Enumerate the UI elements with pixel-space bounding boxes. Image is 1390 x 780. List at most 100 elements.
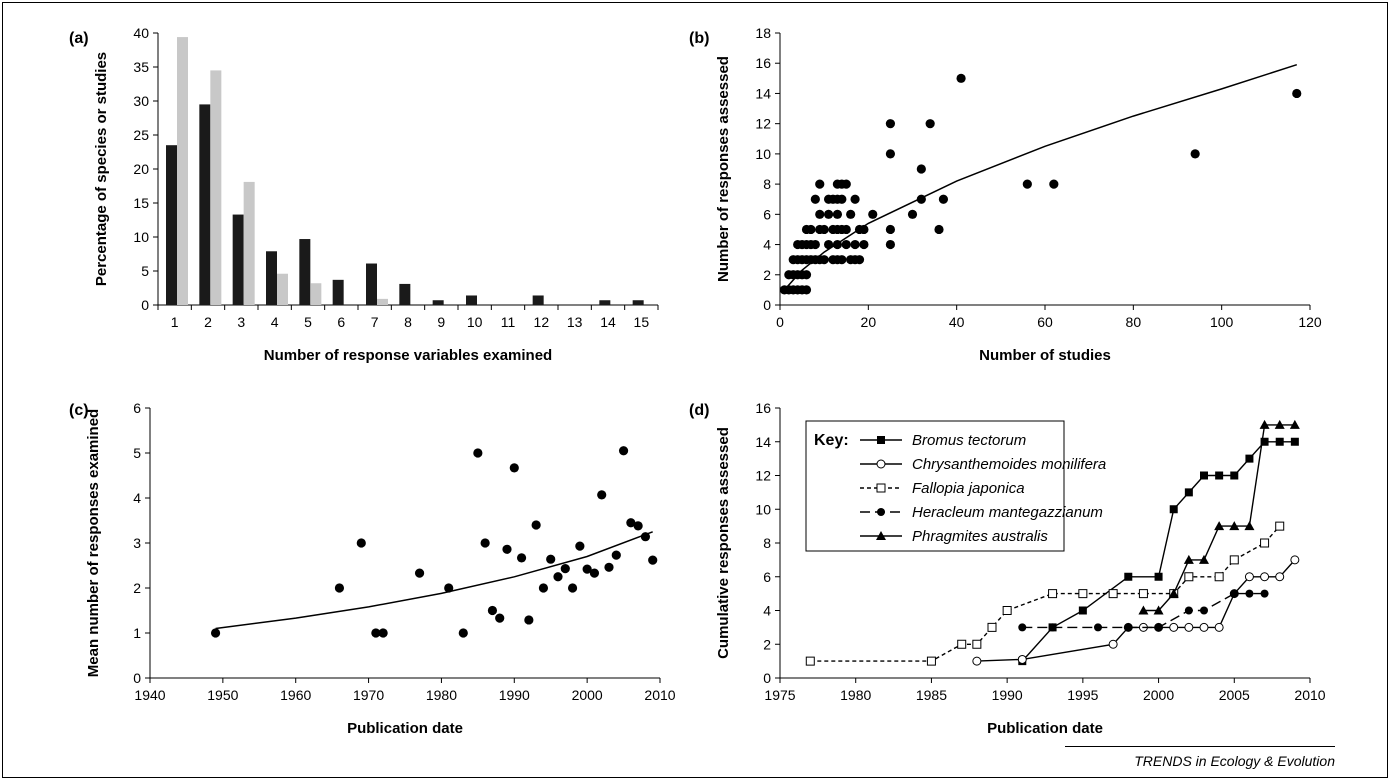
data-point (604, 562, 614, 572)
data-point (524, 615, 534, 625)
x-tick-label: 1990 (992, 687, 1023, 703)
data-point (414, 568, 425, 578)
x-tick-label: 0 (776, 314, 784, 330)
x-tick-label: 120 (1298, 314, 1322, 330)
marker-open-square (1275, 521, 1285, 531)
marker-circle (1260, 589, 1269, 598)
y-tick-label: 0 (133, 670, 141, 686)
x-tick-label: 100 (1210, 314, 1234, 330)
marker-circle (877, 508, 885, 516)
bar (210, 70, 222, 306)
data-point (531, 520, 541, 530)
data-point (832, 239, 843, 250)
data-point (854, 255, 865, 265)
panel-label: (a) (69, 30, 89, 47)
x-tick-label: 11 (501, 314, 516, 330)
legend-label: Chrysanthemoides monilifera (912, 456, 1106, 473)
data-point (859, 224, 869, 235)
x-tick-label: 2000 (572, 687, 603, 703)
x-tick-label: 8 (404, 314, 412, 330)
marker-open-circle (876, 459, 886, 469)
marker-open-circle (1290, 555, 1300, 565)
data-point (1190, 149, 1200, 159)
panel-3: (d) 0 2 4 6 8 10 12 14 16 Cumulative responses ass… (689, 400, 1326, 737)
marker-circle (1245, 589, 1254, 598)
data-point (356, 538, 366, 548)
x-tick-label: 40 (949, 314, 965, 330)
y-tick-label: 8 (763, 176, 771, 192)
data-point (916, 194, 926, 204)
marker-circle (1094, 623, 1102, 632)
marker-square (1245, 454, 1254, 463)
data-point (815, 209, 825, 219)
y-tick-label: 4 (763, 603, 771, 619)
data-point (502, 544, 512, 554)
bar (599, 300, 611, 305)
y-tick-label: 6 (763, 569, 771, 585)
y-tick-label: 40 (133, 25, 149, 41)
data-point (885, 149, 896, 159)
data-point (371, 628, 381, 638)
y-tick-label: 8 (763, 535, 771, 551)
x-tick-label: 14 (600, 314, 616, 330)
y-axis-label: Percentage of species or studies (93, 52, 110, 286)
y-axis-label: Mean number of responses examined (85, 409, 102, 677)
data-point (801, 270, 812, 280)
x-tick-label: 1950 (207, 687, 238, 703)
data-point (626, 518, 636, 528)
marker-triangle (1289, 419, 1300, 429)
marker-open-circle (1275, 572, 1285, 582)
marker-open-square (926, 656, 936, 666)
data-point (907, 209, 918, 219)
marker-open-circle (1214, 622, 1224, 632)
bar (266, 251, 277, 305)
y-tick-label: 2 (133, 580, 141, 596)
x-tick-label: 2000 (1143, 687, 1174, 703)
y-tick-label: 10 (755, 501, 771, 517)
x-tick-label: 5 (304, 314, 312, 330)
y-tick-label: 2 (763, 636, 771, 652)
bar (199, 104, 211, 306)
y-tick-label: 12 (755, 116, 771, 132)
data-point (819, 255, 829, 265)
marker-open-square (876, 483, 886, 493)
data-point (823, 209, 834, 219)
legend-label: Phragmites australis (912, 528, 1048, 545)
marker-open-circle (1017, 654, 1027, 664)
marker-triangle (1244, 521, 1255, 531)
marker-open-square (1078, 589, 1088, 599)
marker-open-circle (1244, 572, 1254, 582)
data-point (938, 194, 949, 204)
y-tick-label: 5 (133, 445, 141, 461)
x-tick-label: 1980 (840, 687, 871, 703)
data-point (553, 572, 563, 582)
y-tick-label: 14 (755, 85, 771, 101)
x-tick-label: 4 (271, 314, 279, 330)
x-axis-label: Publication date (987, 720, 1103, 737)
marker-triangle (1259, 419, 1270, 429)
legend-label: Fallopia japonica (912, 480, 1025, 497)
series-path (1143, 424, 1295, 612)
data-point (546, 554, 556, 564)
data-point (640, 532, 651, 542)
bar (177, 37, 188, 306)
y-tick-label: 5 (141, 263, 149, 279)
bar (432, 300, 444, 305)
x-tick-label: 1970 (353, 687, 384, 703)
legend-label: Heracleum mantegazzianum (912, 504, 1103, 521)
marker-square (1275, 437, 1284, 446)
marker-triangle (1199, 554, 1209, 564)
y-tick-label: 16 (755, 55, 771, 71)
y-tick-label: 4 (763, 237, 771, 253)
x-tick-label: 15 (634, 314, 650, 330)
marker-square (877, 436, 885, 444)
marker-open-square (957, 639, 967, 649)
y-tick-label: 15 (133, 195, 149, 211)
data-point (560, 564, 570, 574)
marker-circle (1124, 623, 1133, 632)
x-tick-label: 6 (337, 314, 345, 330)
marker-open-square (1002, 606, 1012, 615)
x-axis-label: Number of studies (979, 347, 1111, 364)
footer-credit: TRENDS in Ecology & Evolution (1134, 753, 1335, 769)
